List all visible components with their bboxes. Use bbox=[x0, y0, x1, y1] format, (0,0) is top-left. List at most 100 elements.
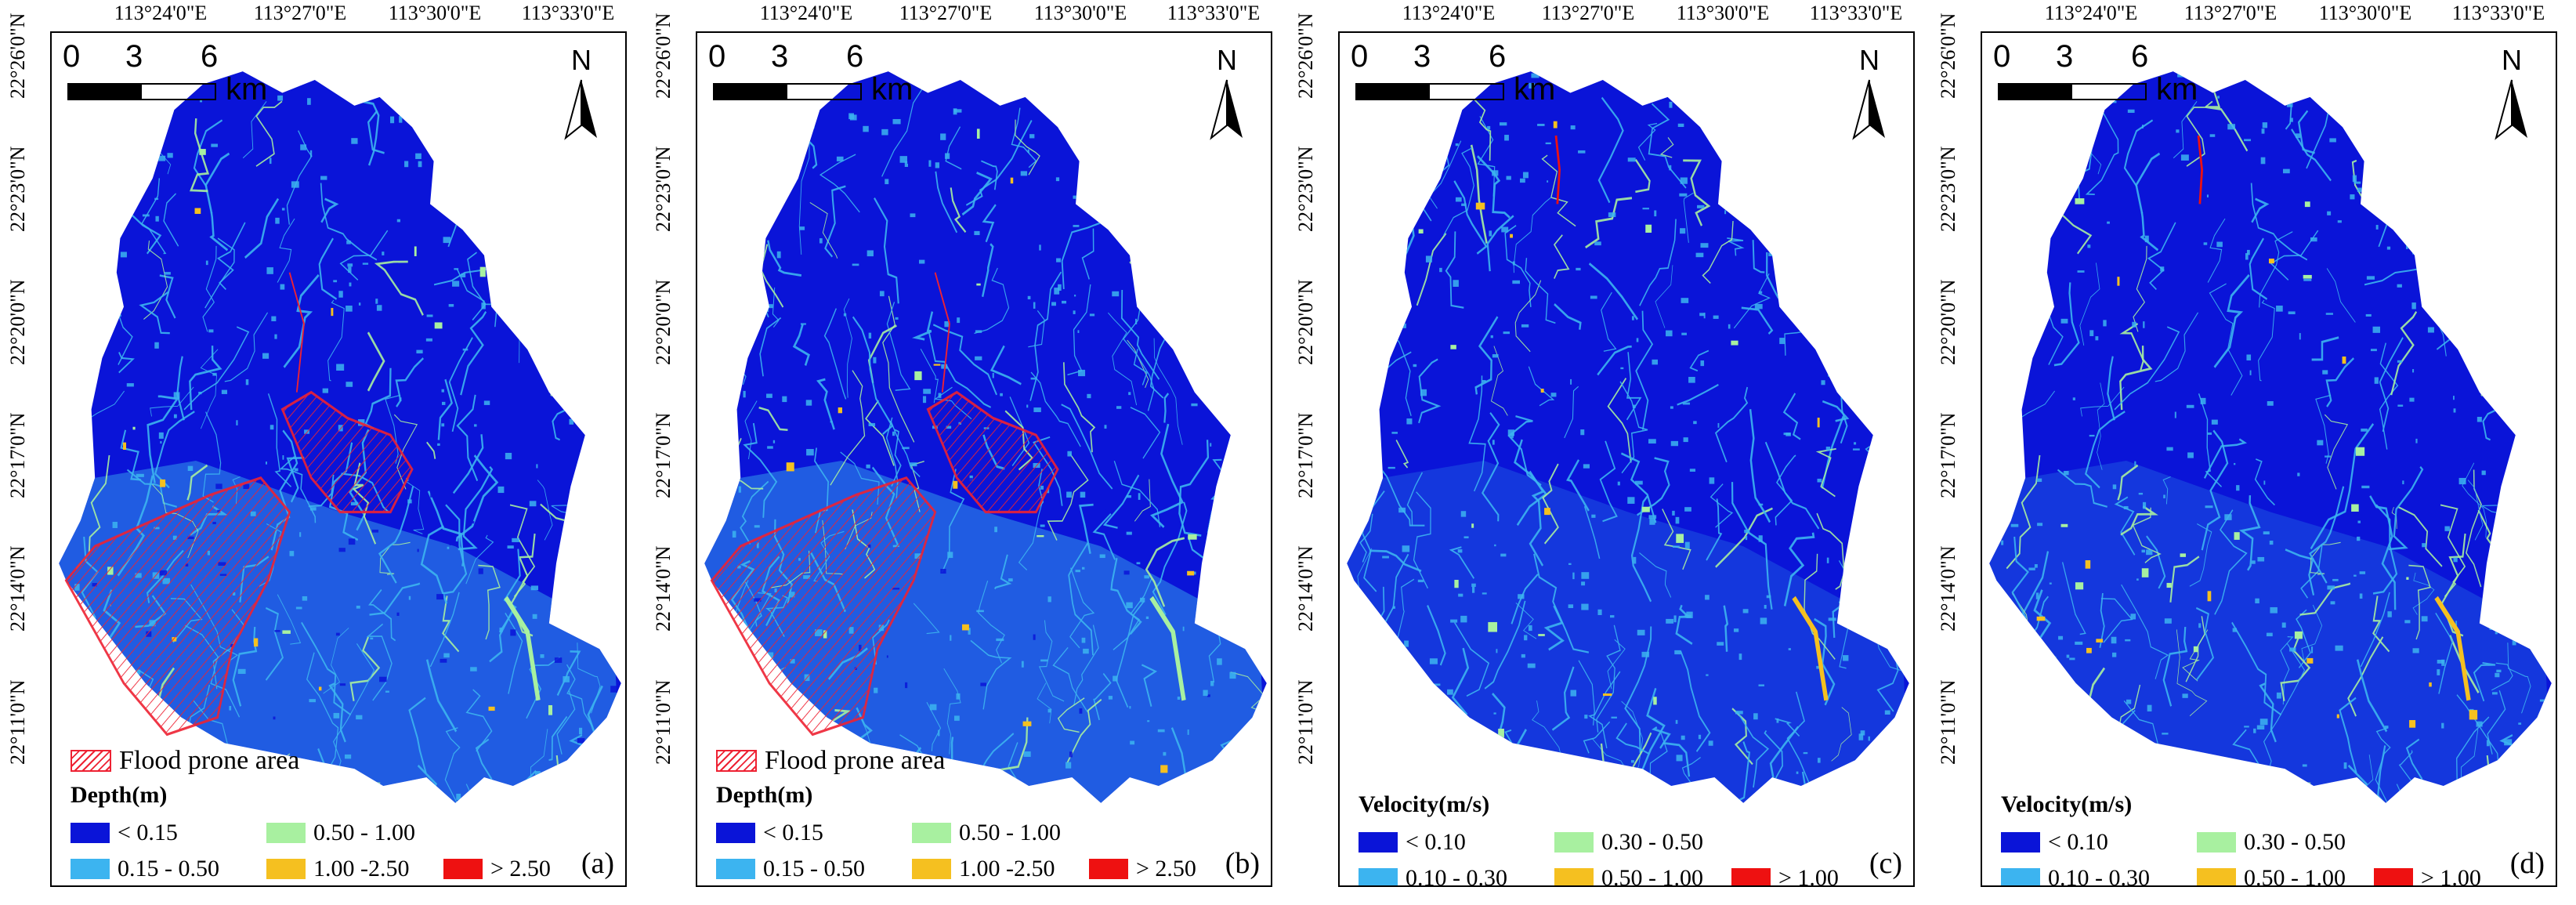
legend-item: 0.10 - 0.30 bbox=[1359, 865, 1507, 887]
longitude-tick-label: 113°27'0"E bbox=[253, 2, 347, 24]
longitude-tick-label: 113°24'0"E bbox=[759, 2, 853, 24]
flood-prone-area bbox=[280, 390, 414, 514]
legend-label: 0.30 - 0.50 bbox=[2244, 829, 2346, 855]
legend-swatch bbox=[912, 859, 951, 879]
longitude-tick-label: 113°27'0"E bbox=[1541, 2, 1635, 24]
scale-bar-tick: 6 bbox=[201, 39, 219, 74]
legend-item: > 1.00 bbox=[2374, 865, 2481, 885]
flood-map-raster bbox=[1347, 71, 1909, 803]
latitude-tick-label: 22°14'0"N bbox=[1937, 545, 1959, 632]
map-panel-b: 113°24'0"E 113°27'0"E 113°30'0"E 113°33'0"E… bbox=[646, 0, 1277, 905]
longitude-tick-label: 113°30'0"E bbox=[1033, 2, 1127, 24]
latitude-tick-label: 22°11'0"N bbox=[652, 679, 675, 765]
legend-label: < 0.10 bbox=[1406, 829, 1466, 855]
legend-item: < 0.15 bbox=[71, 820, 178, 846]
latitude-tick-label: 22°11'0"N bbox=[1937, 679, 1959, 765]
legend-swatch bbox=[716, 823, 755, 843]
latitude-tick-label: 22°23'0"N bbox=[6, 146, 29, 232]
flood-prone-legend: Flood prone area bbox=[716, 746, 945, 776]
legend-label: 0.15 - 0.50 bbox=[118, 856, 219, 881]
latitude-tick-label: 22°17'0"N bbox=[652, 412, 675, 498]
panel-label: (b) bbox=[1225, 847, 1260, 880]
legend-item: < 0.10 bbox=[1359, 829, 1466, 856]
legend-swatch bbox=[1359, 832, 1398, 853]
latitude-tick-label: 22°17'0"N bbox=[6, 412, 29, 498]
scale-bar-unit: km bbox=[2156, 72, 2198, 107]
legend-item: 0.10 - 0.30 bbox=[2001, 865, 2150, 885]
longitude-tick-label: 113°30'0"E bbox=[2318, 2, 2412, 24]
flood-prone-label: Flood prone area bbox=[119, 746, 300, 775]
legend-label: 0.15 - 0.50 bbox=[763, 856, 865, 881]
longitude-tick-label: 113°33'0"E bbox=[521, 2, 615, 24]
scale-bar-tick: 6 bbox=[846, 39, 864, 74]
latitude-tick-label: 22°26'0"N bbox=[652, 13, 675, 99]
map-legend: Flood prone area Depth(m) < 0.15 0.50 - 1.0… bbox=[60, 746, 624, 885]
legend-item: 0.50 - 1.00 bbox=[2197, 865, 2346, 885]
flood-prone-label: Flood prone area bbox=[765, 746, 946, 775]
map-frame: 0 3 6 km N Flood prone area Depth(m) < 0.15 0.50… bbox=[696, 31, 1272, 887]
north-arrow-icon bbox=[1852, 79, 1885, 140]
latitude-tick-label: 22°26'0"N bbox=[6, 13, 29, 99]
scale-bar-tick: 0 bbox=[708, 39, 726, 74]
legend-label: 0.50 - 1.00 bbox=[313, 820, 415, 845]
legend-label: < 0.10 bbox=[2048, 829, 2108, 855]
map-panel-d: 113°24'0"E 113°27'0"E 113°30'0"E 113°33'0"E… bbox=[1930, 0, 2562, 905]
longitude-tick-label: 113°33'0"E bbox=[2451, 2, 2545, 24]
flood-prone-swatch bbox=[716, 750, 757, 772]
longitude-tick-label: 113°30'0"E bbox=[1676, 2, 1770, 24]
legend-title: Depth(m) bbox=[716, 782, 813, 808]
north-arrow: N bbox=[2488, 44, 2535, 146]
map-frame: 0 3 6 km N Flood prone area Depth(m) < 0.15 0.50… bbox=[50, 31, 627, 887]
latitude-tick-label: 22°11'0"N bbox=[1294, 679, 1317, 765]
north-label: N bbox=[2502, 44, 2522, 76]
legend-swatch bbox=[2197, 868, 2236, 885]
map-panel-c: 113°24'0"E 113°27'0"E 113°30'0"E 113°33'0"E… bbox=[1288, 0, 1919, 905]
legend-swatch bbox=[2001, 868, 2040, 885]
panel-label: (a) bbox=[581, 847, 614, 880]
north-label: N bbox=[1859, 44, 1880, 76]
longitude-tick-label: 113°24'0"E bbox=[1402, 2, 1496, 24]
legend-label: 0.30 - 0.50 bbox=[1601, 829, 1703, 855]
latitude-tick-label: 22°14'0"N bbox=[6, 545, 29, 632]
scale-bar-unit: km bbox=[871, 72, 914, 107]
legend-label: 0.10 - 0.30 bbox=[1406, 865, 1507, 887]
panel-label: (c) bbox=[1869, 847, 1902, 880]
legend-label: 0.50 - 1.00 bbox=[1601, 865, 1703, 887]
scale-bar-tick: 0 bbox=[63, 39, 81, 74]
legend-swatch bbox=[71, 823, 110, 843]
scale-bar-tick: 6 bbox=[1489, 39, 1507, 74]
north-arrow: N bbox=[558, 44, 605, 146]
north-label: N bbox=[1217, 44, 1237, 76]
legend-item: > 2.50 bbox=[443, 856, 551, 882]
legend-item: 0.30 - 0.50 bbox=[1554, 829, 1703, 856]
legend-label: > 2.50 bbox=[1136, 856, 1196, 881]
legend-swatch bbox=[1731, 868, 1771, 885]
scale-bar bbox=[67, 83, 216, 100]
legend-item: 1.00 -2.50 bbox=[912, 856, 1055, 882]
legend-item: < 0.10 bbox=[2001, 829, 2108, 856]
latitude-tick-label: 22°20'0"N bbox=[1294, 279, 1317, 365]
legend-item: < 0.15 bbox=[716, 820, 823, 846]
scale-bar bbox=[1998, 83, 2147, 100]
north-arrow-icon bbox=[1210, 79, 1243, 140]
map-panel-a: 113°24'0"E 113°27'0"E 113°30'0"E 113°33'0"E… bbox=[0, 0, 631, 905]
legend-swatch bbox=[1554, 832, 1594, 853]
legend-swatch bbox=[71, 859, 110, 879]
legend-title: Depth(m) bbox=[71, 782, 168, 808]
flood-map-raster bbox=[704, 71, 1267, 803]
legend-swatch bbox=[1089, 859, 1128, 879]
latitude-tick-label: 22°26'0"N bbox=[1937, 13, 1959, 99]
legend-swatch bbox=[443, 859, 483, 879]
north-arrow-icon bbox=[2495, 79, 2527, 140]
flood-prone-area bbox=[64, 476, 291, 737]
latitude-tick-label: 22°17'0"N bbox=[1294, 412, 1317, 498]
longitude-tick-label: 113°33'0"E bbox=[1167, 2, 1261, 24]
legend-item: 1.00 -2.50 bbox=[266, 856, 410, 882]
legend-swatch bbox=[2001, 832, 2040, 853]
map-frame: 0 3 6 km N Velocity(m/s) < 0.10 0.30 - 0.50 0.10… bbox=[1338, 31, 1915, 887]
latitude-tick-label: 22°17'0"N bbox=[1937, 412, 1959, 498]
flood-prone-area bbox=[710, 476, 937, 737]
legend-label: < 0.15 bbox=[118, 820, 178, 845]
longitude-tick-label: 113°27'0"E bbox=[2183, 2, 2278, 24]
latitude-tick-label: 22°20'0"N bbox=[6, 279, 29, 365]
